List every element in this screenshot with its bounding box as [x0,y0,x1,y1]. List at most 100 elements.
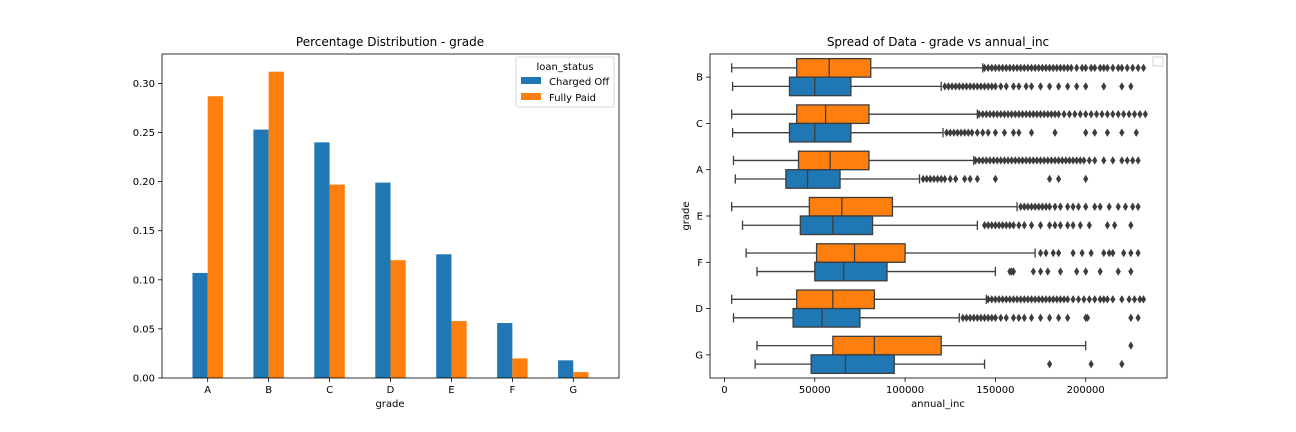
outlier-point [1050,63,1056,73]
outlier-point [1034,156,1040,165]
outlier-point [1065,82,1071,91]
outlier-point [1039,202,1045,211]
outlier-point [956,82,962,91]
outlier-point [1119,295,1125,304]
outlier-point [1032,63,1038,73]
outlier-point [1135,202,1141,211]
iqr-box [796,57,872,78]
outlier-point [974,128,980,137]
outlier-point [1032,295,1038,304]
outlier-point [947,128,953,137]
outlier-point [992,63,998,73]
outlier-point [962,174,968,184]
outlier-point [1115,63,1121,73]
outlier-point [1043,295,1049,304]
box-y-tick-label: E [697,212,703,223]
outlier-point [980,156,986,165]
outlier-point [949,82,955,91]
box-x-axis-label: annual_inc [911,399,965,410]
outlier-point [1003,295,1009,304]
box-G-charged-off [754,354,1125,375]
outlier-point [1077,156,1083,165]
bar-charged-off-B [253,129,269,378]
outlier-point [1065,221,1071,230]
outlier-point [1059,156,1065,165]
outlier-point [1088,109,1094,119]
outlier-point [920,174,926,184]
outlier-point [1099,109,1105,119]
outlier-point [1135,63,1141,73]
bar-x-axis-label: grade [375,399,404,410]
outlier-point [1052,128,1058,137]
outlier-point [1074,156,1080,165]
outlier-point [987,109,993,119]
outlier-point [1045,156,1051,165]
outlier-point [1001,156,1008,165]
outlier-point [1046,221,1053,230]
outlier-point [1130,156,1136,165]
iqr-box [796,289,876,310]
outlier-point [960,82,966,91]
outlier-point [1083,128,1089,137]
outlier-point [1110,109,1116,119]
outlier-point [1119,359,1125,369]
outlier-point [1001,128,1008,137]
outlier-point [1092,156,1098,165]
bar-fully-paid-E [451,321,467,378]
outlier-point [1072,109,1078,119]
outlier-point [963,313,970,323]
outlier-point [992,82,998,91]
outlier-point [1046,202,1053,211]
outlier-point [989,82,995,91]
outlier-point [989,295,995,304]
outlier-point [1028,63,1035,73]
legend-label-charged-off: Charged Off [549,77,610,88]
outlier-point [1135,156,1141,165]
outlier-point [1097,202,1103,211]
box-C-fully-paid [731,104,1148,125]
box-x-tick-label: 0 [721,385,727,396]
outlier-point [1074,267,1080,276]
outlier-point [1083,109,1089,119]
outlier-point [1097,295,1103,304]
outlier-point [1066,109,1073,119]
outlier-point [1016,221,1022,230]
outlier-point [1092,128,1098,137]
outlier-point [1128,341,1134,350]
outlier-point [1012,156,1018,165]
legend-swatch-charged-off [521,77,541,84]
outlier-point [1057,202,1064,211]
outlier-point [1101,82,1107,91]
outlier-point [1124,63,1130,73]
outlier-point [1028,313,1035,323]
outlier-point [931,174,937,184]
outlier-point [978,82,984,91]
box-x-tick-label: 50000 [799,385,831,396]
bar-fully-paid-F [512,358,528,378]
outlier-point [1054,63,1060,73]
outlier-point [1036,295,1042,304]
outlier-point [1027,109,1033,119]
outlier-point [1043,248,1049,258]
outlier-point [1128,248,1134,258]
bar-plot-area [192,71,589,378]
box-G-fully-paid [756,335,1134,356]
outlier-point [1121,109,1127,119]
outlier-point [927,174,933,184]
outlier-point [1133,128,1139,137]
outlier-point [1056,174,1062,184]
outlier-point [1009,156,1015,165]
outlier-point [1128,313,1134,323]
outlier-point [1074,82,1080,91]
outlier-point [1063,156,1069,165]
outlier-point [981,221,988,230]
outlier-point [1086,295,1092,304]
iqr-box [785,169,841,189]
outlier-point [1131,109,1138,119]
outlier-point [1039,295,1045,304]
outlier-point [989,63,995,73]
iqr-box [808,196,894,217]
outlier-point [1101,156,1107,165]
outlier-point [1075,202,1082,211]
outlier-point [1021,313,1027,323]
